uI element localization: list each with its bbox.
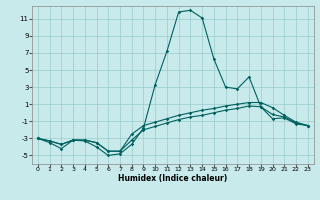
X-axis label: Humidex (Indice chaleur): Humidex (Indice chaleur) xyxy=(118,174,228,183)
